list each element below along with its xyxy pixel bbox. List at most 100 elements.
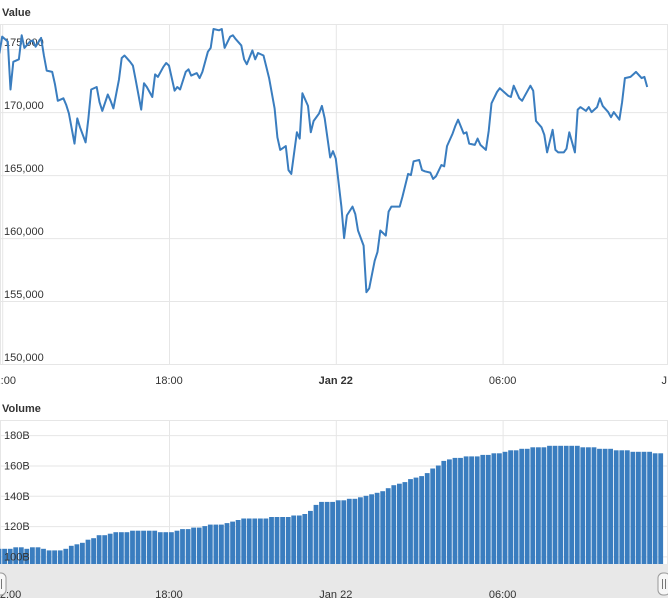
volume-y-tick-label: 120B bbox=[4, 521, 30, 533]
volume-bar bbox=[46, 550, 52, 564]
volume-bar bbox=[252, 518, 258, 564]
volume-bar bbox=[235, 520, 241, 564]
volume-bar bbox=[30, 547, 35, 564]
navigator-band[interactable] bbox=[0, 564, 668, 598]
value-series-line bbox=[0, 28, 649, 294]
volume-bar bbox=[174, 530, 180, 564]
volume-bar bbox=[469, 456, 474, 564]
volume-bar bbox=[230, 521, 235, 564]
volume-bar bbox=[146, 530, 152, 564]
volume-bar bbox=[141, 530, 146, 564]
volume-bar bbox=[524, 448, 530, 564]
volume-bar bbox=[480, 454, 486, 564]
volume-bar bbox=[602, 448, 608, 564]
volume-bar bbox=[636, 451, 641, 564]
volume-bar bbox=[113, 532, 119, 564]
volume-bar bbox=[263, 518, 269, 564]
volume-bar bbox=[558, 445, 563, 564]
volume-bar bbox=[463, 456, 469, 564]
volume-bar bbox=[536, 447, 541, 564]
volume-y-tick-label: 100B bbox=[4, 551, 30, 563]
volume-bar bbox=[319, 501, 324, 564]
volume-bar bbox=[7, 548, 13, 564]
handle-body[interactable] bbox=[0, 572, 7, 596]
value-panel-title: Value bbox=[2, 7, 31, 19]
value-x-tick-labels: 12:00 18:00 Jan 22 06:00 J bbox=[0, 375, 667, 387]
volume-bar bbox=[74, 544, 80, 564]
volume-bar bbox=[80, 542, 85, 564]
volume-bar bbox=[91, 538, 96, 564]
volume-bar bbox=[491, 453, 497, 564]
volume-bar bbox=[202, 526, 208, 564]
volume-bar bbox=[541, 447, 547, 564]
volume-bar bbox=[497, 453, 502, 564]
volume-bar bbox=[624, 450, 630, 564]
value-panel: 150,000155,000160,000165,000170,000175,0… bbox=[0, 7, 668, 387]
value-x-tick-label: 12:00 bbox=[0, 375, 16, 387]
volume-bar bbox=[68, 545, 74, 564]
volume-x-tick-label: 06:00 bbox=[489, 589, 517, 601]
volume-bar bbox=[246, 518, 252, 564]
value-x-tick-label: 06:00 bbox=[489, 375, 517, 387]
value-gridlines bbox=[0, 24, 668, 365]
value-x-tick-label: J bbox=[662, 375, 668, 387]
volume-bar bbox=[513, 450, 519, 564]
volume-bar bbox=[157, 532, 163, 564]
volume-bar bbox=[330, 501, 335, 564]
volume-panel-title: Volume bbox=[2, 403, 41, 415]
volume-bar bbox=[647, 451, 652, 564]
value-x-tick-label: Jan 22 bbox=[319, 375, 353, 387]
volume-bar bbox=[424, 473, 430, 564]
volume-bar bbox=[213, 524, 219, 564]
volume-bar bbox=[52, 550, 57, 564]
volume-bar bbox=[363, 495, 369, 564]
volume-bar bbox=[419, 476, 424, 564]
volume-bar bbox=[413, 477, 419, 564]
handle-body[interactable] bbox=[657, 572, 668, 596]
volume-bar bbox=[391, 485, 397, 564]
volume-bar bbox=[369, 494, 374, 564]
volume-bar bbox=[441, 460, 447, 564]
volume-bar bbox=[13, 547, 19, 564]
value-y-tick-label: 170,000 bbox=[4, 100, 44, 112]
volume-bar bbox=[380, 491, 386, 564]
navigator-left-handle[interactable] bbox=[0, 572, 7, 596]
value-y-tick-label: 150,000 bbox=[4, 352, 44, 364]
volume-bar bbox=[308, 510, 313, 564]
volume-bar bbox=[397, 483, 402, 564]
volume-bar bbox=[35, 547, 41, 564]
volume-bar bbox=[280, 517, 285, 564]
volume-bar bbox=[569, 445, 575, 564]
volume-y-tick-labels: 100B 120B 140B 160B 180B bbox=[4, 430, 30, 563]
volume-bar bbox=[346, 498, 352, 564]
navigator-right-handle[interactable] bbox=[657, 572, 668, 596]
volume-y-tick-label: 160B bbox=[4, 460, 30, 472]
volume-bar bbox=[85, 539, 91, 564]
volume-bar bbox=[135, 530, 141, 564]
volume-bar bbox=[163, 532, 169, 564]
volume-panel: 2:00 18:00 Jan 22 06:00 100B120B140B160B180… bbox=[0, 403, 668, 601]
volume-bar bbox=[0, 548, 2, 564]
volume-bar bbox=[641, 451, 647, 564]
volume-bar bbox=[597, 448, 602, 564]
volume-x-tick-label: Jan 22 bbox=[319, 589, 352, 601]
volume-bar bbox=[563, 445, 569, 564]
volume-bar bbox=[324, 501, 330, 564]
value-y-tick-label: 165,000 bbox=[4, 163, 44, 175]
volume-bar bbox=[313, 504, 319, 564]
volume-bar bbox=[574, 445, 580, 564]
volume-bar bbox=[374, 492, 380, 564]
volume-bar bbox=[63, 548, 69, 564]
volume-bar bbox=[591, 447, 597, 564]
volume-bar bbox=[102, 535, 108, 564]
volume-bar bbox=[352, 498, 358, 564]
volume-bar bbox=[302, 514, 308, 564]
volume-y-tick-label: 180B bbox=[4, 430, 30, 442]
volume-bar bbox=[385, 488, 391, 564]
volume-bar bbox=[130, 530, 135, 564]
value-y-tick-label: 160,000 bbox=[4, 226, 44, 238]
volume-bar bbox=[652, 453, 658, 564]
volume-bar bbox=[274, 517, 280, 564]
volume-bar bbox=[435, 465, 441, 564]
